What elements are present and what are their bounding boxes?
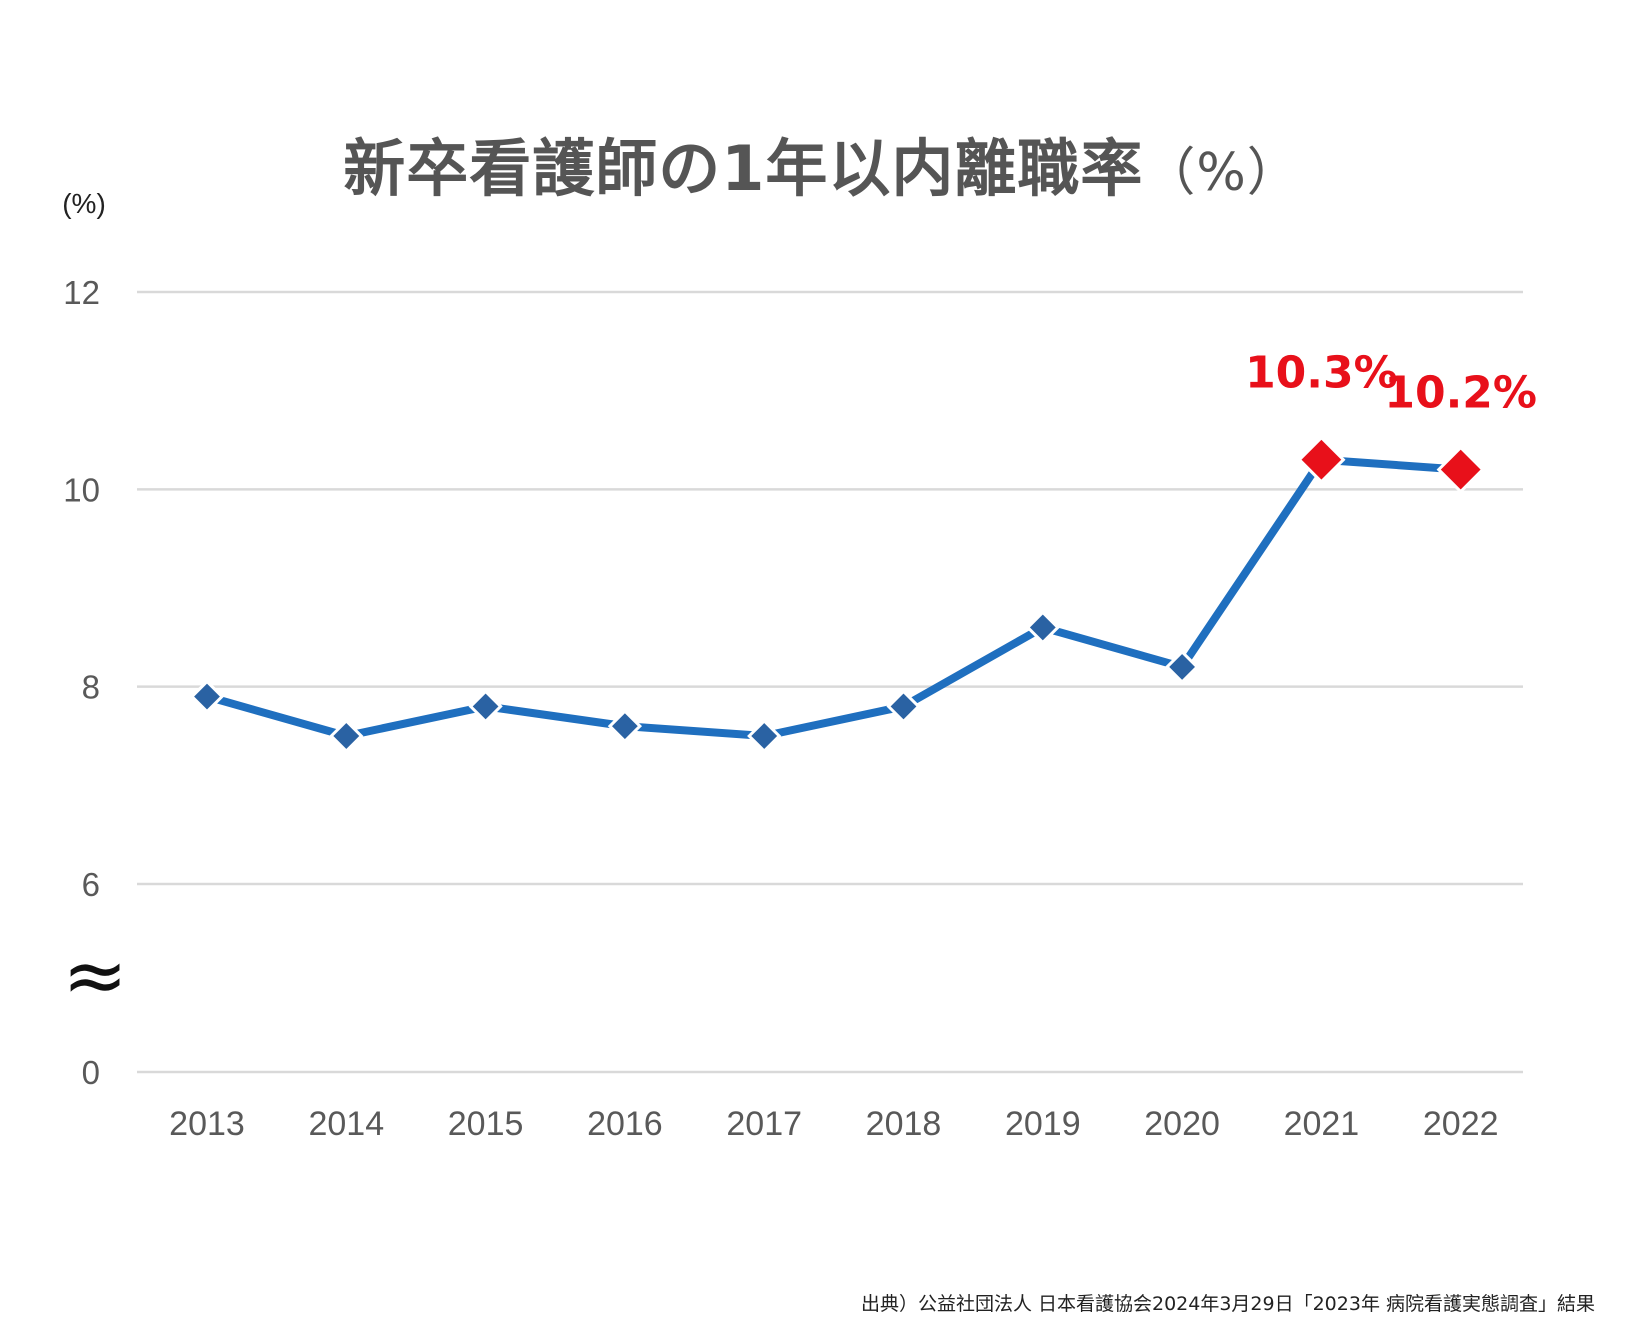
data-point bbox=[1164, 649, 1200, 685]
source-note: 出典）公益社団法人 日本看護協会2024年3月29日「2023年 病院看護実態調… bbox=[860, 1293, 1595, 1315]
x-tick-label: 2015 bbox=[448, 1105, 524, 1143]
highlight-marker bbox=[1436, 445, 1485, 494]
x-tick-label: 2021 bbox=[1284, 1105, 1360, 1143]
y-tick-label: 8 bbox=[82, 669, 100, 706]
data-point bbox=[468, 689, 503, 724]
highlight-marker bbox=[1297, 435, 1346, 484]
data-point bbox=[1025, 610, 1060, 645]
series-line bbox=[203, 455, 1465, 740]
data-point bbox=[189, 679, 225, 714]
data-label: 10.2% bbox=[1384, 368, 1537, 419]
chart-title-text: 新卒看護師の1年以内離職率 bbox=[343, 132, 1144, 205]
x-tick-label: 2017 bbox=[726, 1105, 802, 1143]
data-point bbox=[607, 709, 643, 744]
x-tick-label: 2014 bbox=[308, 1105, 384, 1143]
x-tick-label: 2019 bbox=[1005, 1105, 1081, 1143]
y-tick-label: 12 bbox=[63, 274, 100, 311]
x-tick-label: 2022 bbox=[1423, 1105, 1499, 1143]
y-axis-label: (%) bbox=[62, 188, 106, 219]
x-tick-label: 2020 bbox=[1144, 1105, 1220, 1143]
data-point bbox=[329, 718, 364, 754]
x-tick-label: 2013 bbox=[169, 1105, 245, 1143]
chart-title-unit: （%） bbox=[1143, 143, 1300, 203]
y-tick-label: 10 bbox=[63, 471, 100, 508]
y-tick-label: 0 bbox=[82, 1054, 100, 1091]
data-point bbox=[747, 718, 782, 754]
y-tick-label: 6 bbox=[82, 866, 100, 903]
data-label: 10.3% bbox=[1245, 348, 1398, 399]
x-tick-label: 2016 bbox=[587, 1105, 663, 1143]
data-point bbox=[886, 689, 921, 724]
axis-break-symbol: ≈ bbox=[62, 931, 127, 1021]
chart-title: 新卒看護師の1年以内離職率（%） bbox=[0, 118, 1643, 208]
x-tick-label: 2018 bbox=[866, 1105, 942, 1143]
